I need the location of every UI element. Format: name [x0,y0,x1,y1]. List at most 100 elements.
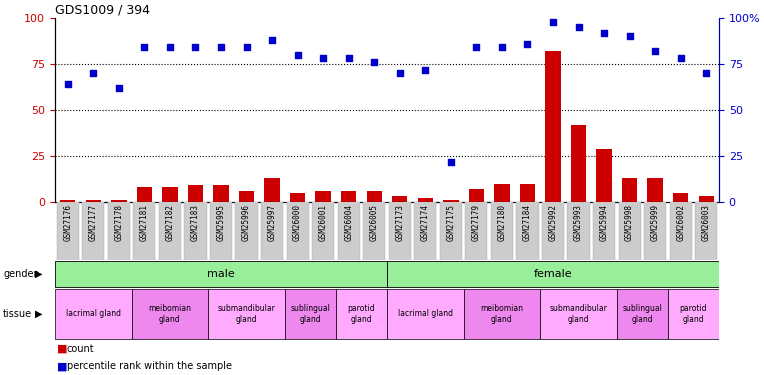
Text: sublingual
gland: sublingual gland [623,304,662,324]
Text: GSM25995: GSM25995 [216,204,225,241]
FancyBboxPatch shape [209,289,285,339]
Text: lacrimal gland: lacrimal gland [398,309,453,318]
Point [138,45,151,51]
FancyBboxPatch shape [644,201,666,261]
Text: GSM26000: GSM26000 [293,204,302,241]
Text: female: female [534,269,572,279]
Text: GSM25994: GSM25994 [600,204,609,241]
Point [623,33,636,39]
FancyBboxPatch shape [669,201,691,261]
Point [113,85,125,91]
Text: ■: ■ [57,344,67,354]
Text: GSM27175: GSM27175 [446,204,455,241]
Text: GSM26004: GSM26004 [345,204,353,241]
FancyBboxPatch shape [184,201,206,261]
Text: GSM26003: GSM26003 [701,204,711,241]
FancyBboxPatch shape [235,201,257,261]
Text: GSM27176: GSM27176 [63,204,73,241]
Text: GDS1009 / 394: GDS1009 / 394 [55,4,150,17]
Bar [698,196,714,202]
Bar [239,191,254,202]
FancyBboxPatch shape [695,201,717,261]
Point [87,70,99,76]
Point [496,45,508,51]
Text: count: count [67,344,95,354]
FancyBboxPatch shape [336,289,387,339]
FancyBboxPatch shape [440,201,462,261]
Text: GSM27179: GSM27179 [472,204,481,241]
Text: parotid
gland: parotid gland [348,304,375,324]
FancyBboxPatch shape [619,201,641,261]
Bar [264,178,280,202]
Text: percentile rank within the sample: percentile rank within the sample [67,361,232,371]
FancyBboxPatch shape [465,201,487,261]
FancyBboxPatch shape [490,201,513,261]
FancyBboxPatch shape [617,289,668,339]
Point [521,41,533,47]
Point [215,45,227,51]
Text: GSM27182: GSM27182 [166,204,174,241]
Text: GSM26001: GSM26001 [319,204,328,241]
Text: GSM25998: GSM25998 [625,204,634,241]
Text: submandibular
gland: submandibular gland [549,304,607,324]
FancyBboxPatch shape [159,201,181,261]
FancyBboxPatch shape [387,289,464,339]
Text: parotid
gland: parotid gland [680,304,707,324]
Text: GSM27178: GSM27178 [115,204,123,241]
Text: meibomian
gland: meibomian gland [481,304,523,324]
Text: ▶: ▶ [35,309,43,319]
Point [189,45,202,51]
FancyBboxPatch shape [414,201,436,261]
FancyBboxPatch shape [389,201,411,261]
Bar [673,193,688,202]
Point [598,30,610,36]
Point [62,81,74,87]
FancyBboxPatch shape [593,201,615,261]
Text: GSM25996: GSM25996 [242,204,251,241]
FancyBboxPatch shape [210,201,232,261]
Text: GSM27177: GSM27177 [89,204,98,241]
Point [266,37,278,43]
FancyBboxPatch shape [108,201,130,261]
Text: ■: ■ [57,361,67,371]
FancyBboxPatch shape [464,289,540,339]
Bar [392,196,407,202]
FancyBboxPatch shape [312,201,335,261]
Bar [213,186,228,202]
Point [675,56,687,62]
Text: GSM27183: GSM27183 [191,204,200,241]
Point [649,48,662,54]
Text: GSM27184: GSM27184 [523,204,532,241]
FancyBboxPatch shape [542,201,564,261]
FancyBboxPatch shape [387,261,719,288]
Text: submandibular
gland: submandibular gland [218,304,276,324]
FancyBboxPatch shape [338,201,360,261]
FancyBboxPatch shape [83,201,105,261]
Bar [418,198,433,202]
Bar [622,178,637,202]
Bar [316,191,331,202]
Text: GSM25992: GSM25992 [549,204,558,241]
FancyBboxPatch shape [57,201,79,261]
Text: lacrimal gland: lacrimal gland [66,309,121,318]
Bar [597,148,612,202]
FancyBboxPatch shape [285,289,336,339]
Bar [545,51,561,202]
Text: GSM25993: GSM25993 [574,204,583,241]
Point [163,45,176,51]
FancyBboxPatch shape [133,201,156,261]
Bar [648,178,663,202]
Text: meibomian
gland: meibomian gland [148,304,192,324]
FancyBboxPatch shape [668,289,719,339]
Point [572,24,584,30]
Point [292,52,304,58]
Text: GSM25999: GSM25999 [651,204,659,241]
Point [368,59,380,65]
Bar [520,184,535,202]
FancyBboxPatch shape [516,201,539,261]
Text: GSM26005: GSM26005 [370,204,379,241]
Point [393,70,406,76]
Point [700,70,712,76]
Point [342,56,354,62]
Text: tissue: tissue [3,309,32,319]
